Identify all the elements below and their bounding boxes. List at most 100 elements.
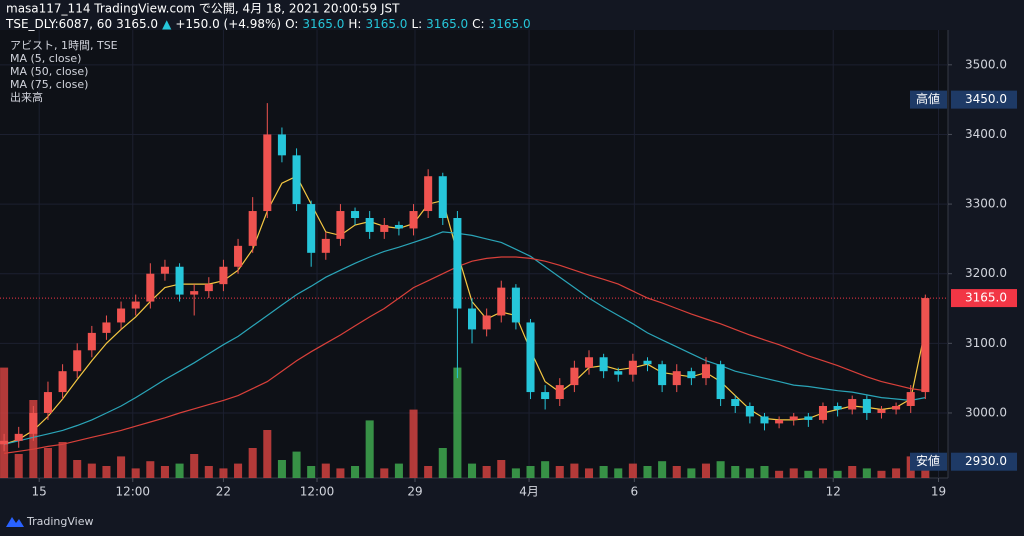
candle-body <box>73 350 82 372</box>
candle-body <box>862 399 871 413</box>
candle-body <box>394 224 403 229</box>
candle-body <box>482 315 491 330</box>
candle-body <box>526 322 535 393</box>
volume-bar <box>511 468 520 478</box>
candle-body <box>234 245 243 267</box>
candle-body <box>307 204 316 253</box>
volume-bar <box>541 461 550 478</box>
volume-bar <box>160 466 169 478</box>
volume-bar <box>745 468 754 478</box>
volume-bar <box>731 466 740 478</box>
candle-body <box>584 357 594 368</box>
candle-body <box>541 392 550 400</box>
candle-body <box>570 367 579 386</box>
candle-body <box>555 385 564 400</box>
volume-bar <box>789 468 798 478</box>
candle-body <box>102 322 111 333</box>
volume-bar <box>307 466 316 478</box>
volume-bar <box>921 463 930 478</box>
volume-bar <box>190 454 199 478</box>
symbol-part: O: <box>285 17 298 31</box>
volume-bar <box>380 468 389 478</box>
volume-bar <box>672 466 681 478</box>
candle-body <box>468 308 477 330</box>
grid <box>0 30 948 478</box>
candle-body <box>58 371 67 393</box>
volume-bar <box>614 468 623 478</box>
y-tick-label: 3300.0 <box>965 197 1007 211</box>
candle-body <box>497 287 506 316</box>
marker-value: 3450.0 <box>965 92 1007 106</box>
candle-body <box>263 134 272 212</box>
volume-bar <box>321 463 330 478</box>
volume-bar <box>687 468 696 478</box>
y-tick-label: 3100.0 <box>965 336 1007 350</box>
x-tick-label: 12:00 <box>300 485 335 499</box>
volume-bar <box>833 470 842 478</box>
candle-body <box>424 176 433 212</box>
legend-title: アビスト, 1時間, TSE <box>10 39 118 52</box>
volume-bar <box>482 466 491 478</box>
legend-ma75: MA (75, close) <box>10 78 88 91</box>
volume-bar <box>862 468 871 478</box>
symbol-part: ▲ <box>162 17 172 31</box>
candle-body <box>321 238 330 253</box>
candle-body <box>29 412 38 434</box>
candle-body <box>672 371 681 386</box>
volume-bar <box>848 466 857 478</box>
volume-bar <box>87 463 96 478</box>
legend-ma5: MA (5, close) <box>10 52 81 65</box>
volume-bar <box>175 463 184 478</box>
candle-body <box>775 419 784 424</box>
marker-label-box <box>910 452 947 471</box>
candle-body <box>336 211 345 239</box>
last-price-box <box>951 289 1017 308</box>
y-tick-label: 3000.0 <box>965 405 1007 419</box>
volume-bar <box>277 460 286 478</box>
candle-body <box>438 176 447 219</box>
candle-body <box>643 360 652 365</box>
candle-body <box>277 134 286 156</box>
candle-body <box>687 371 696 379</box>
volume-bar <box>599 466 608 478</box>
volume-bar <box>204 466 213 478</box>
candle-body <box>833 406 842 410</box>
volume-bar <box>0 367 9 478</box>
volume-bar <box>102 466 111 478</box>
volume-bar <box>658 461 667 478</box>
symbol-part: L: <box>411 17 422 31</box>
volume-bar <box>336 468 345 478</box>
volume-bar <box>453 367 462 478</box>
volume-bar <box>234 463 243 478</box>
volume-bar <box>131 468 140 478</box>
candle-body <box>146 273 155 302</box>
candle-body <box>14 433 23 441</box>
candle-body <box>0 440 9 445</box>
x-tick-label: 22 <box>216 485 231 499</box>
marker-value: 2930.0 <box>965 454 1007 468</box>
volume-bar <box>248 448 257 478</box>
symbol-line: TSE_DLY:6087, 60 3165.0 ▲ +150.0 (+4.98%) O:… <box>5 17 531 31</box>
candle-body <box>628 360 637 375</box>
candle-body <box>716 364 725 400</box>
candle-body <box>921 298 930 393</box>
volume-bar <box>497 460 506 478</box>
ma-line <box>3 231 926 445</box>
volume-bar <box>351 466 360 478</box>
candle-body <box>658 364 667 386</box>
x-tick-label: 12 <box>826 485 841 499</box>
volume-bar <box>877 470 886 478</box>
volume-bar <box>58 442 67 478</box>
candle-body <box>248 211 257 246</box>
candle-body <box>731 399 740 407</box>
volume-bar <box>468 463 477 478</box>
volume-bar <box>701 463 711 478</box>
legend-volume: 出来高 <box>10 90 43 104</box>
volume-bar <box>409 409 418 478</box>
volume-bar <box>760 466 769 478</box>
footer-logo <box>6 517 24 527</box>
legend-ma50: MA (50, close) <box>10 65 88 78</box>
volume-bar <box>628 463 637 478</box>
ma-line <box>4 256 926 454</box>
volume-bar <box>775 470 784 478</box>
